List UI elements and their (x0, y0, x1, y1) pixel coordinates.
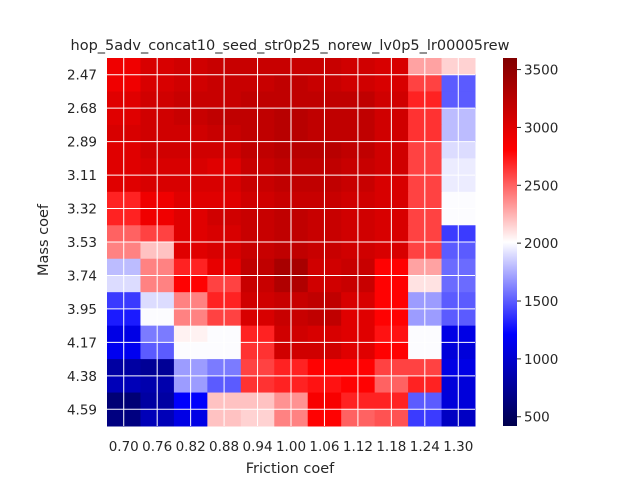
colorbar-tick-label: 3500 (524, 63, 558, 79)
y-tick-label: 3.74 (67, 268, 97, 284)
y-axis-ticks: 2.47 2.68 2.89 3.11 3.32 3.53 3.74 3.95 4.17 4.38… (67, 68, 97, 419)
y-tick-label: 3.95 (67, 302, 97, 318)
y-tick-label: 2.68 (67, 101, 97, 117)
heatmap-gridlines (107, 58, 475, 426)
y-tick-label: 4.38 (67, 369, 97, 385)
y-tick-label: 2.47 (67, 68, 97, 84)
y-tick-label: 2.89 (67, 135, 97, 151)
colorbar-tick-label: 500 (524, 410, 550, 426)
x-tick-label: 0.88 (209, 439, 239, 455)
x-tick-label: 1.24 (410, 439, 440, 455)
x-tick-label: 1.12 (343, 439, 373, 455)
colorbar-tick-label: 2000 (524, 236, 558, 252)
y-tick-label: 4.59 (67, 402, 97, 418)
x-tick-label: 0.94 (243, 439, 273, 455)
x-tick-label: 1.18 (376, 439, 406, 455)
y-tick-label: 4.17 (67, 335, 97, 351)
x-tick-label: 0.76 (142, 439, 172, 455)
x-tick-label: 0.82 (176, 439, 206, 455)
y-tick-label: 3.53 (67, 235, 97, 251)
x-tick-label: 0.70 (109, 439, 139, 455)
x-axis-ticks: 0.70 0.76 0.82 0.88 0.94 1.00 1.06 1.12 1.18 1.24… (109, 439, 474, 455)
y-axis-label: Mass coef (36, 203, 52, 276)
x-axis-label: Friction coef (246, 461, 335, 477)
y-tick-label: 3.32 (67, 202, 97, 218)
x-tick-label: 1.06 (309, 439, 339, 455)
colorbar-tick-label: 2500 (524, 178, 558, 194)
y-tick-label: 3.11 (67, 168, 97, 184)
colorbar-ticks: 500 1000 1500 2000 2500 3000 3500 (517, 63, 558, 426)
colorbar-tick-label: 3000 (524, 120, 558, 136)
colorbar (503, 58, 517, 426)
chart-title: hop_5adv_concat10_seed_str0p25_norew_lv0… (71, 38, 510, 54)
colorbar-tick-label: 1000 (524, 352, 558, 368)
x-tick-label: 1.30 (443, 439, 473, 455)
colorbar-tick-label: 1500 (524, 294, 558, 310)
x-tick-label: 1.00 (276, 439, 306, 455)
